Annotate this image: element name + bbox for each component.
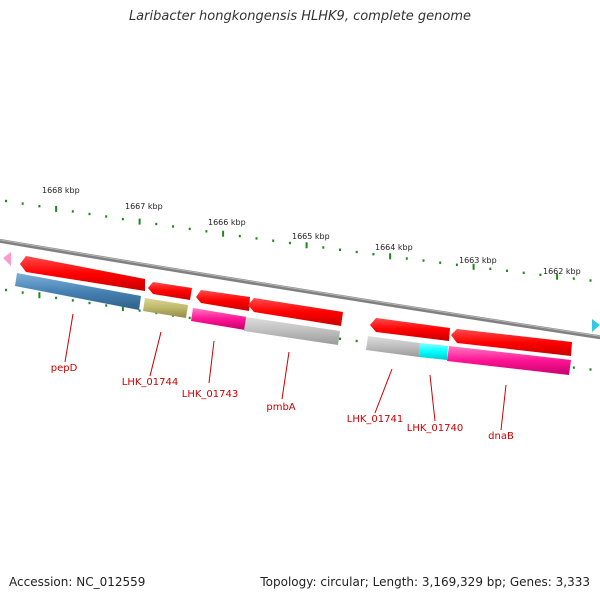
ruler-label: 1662 kbp [543, 267, 581, 276]
genome-backbone [0, 238, 600, 340]
label-leader [149, 331, 162, 377]
gene-bar[interactable] [447, 346, 571, 375]
ruler-label: 1667 kbp [125, 202, 163, 211]
gene-label-lhk01743[interactable]: LHK_01743 [182, 389, 238, 400]
ruler-ticks-upper [5, 199, 592, 282]
cds-arrow[interactable] [196, 290, 250, 311]
start-marker-icon[interactable] [3, 252, 11, 266]
gene-bar[interactable] [143, 298, 188, 318]
gene-label-lhk01740[interactable]: LHK_01740 [407, 423, 463, 434]
accession-text: Accession: NC_012559 [9, 575, 146, 589]
end-marker-icon[interactable] [592, 319, 600, 332]
gene-bar[interactable] [244, 317, 340, 345]
genome-summary-text: Topology: circular; Length: 3,169,329 bp… [260, 575, 590, 589]
ruler-label: 1666 kbp [208, 218, 246, 227]
cds-arrow[interactable] [20, 256, 145, 291]
ruler-label: 1664 kbp [375, 243, 413, 252]
gene-bar[interactable] [419, 343, 448, 360]
cds-arrow[interactable] [148, 282, 192, 300]
gene-label-pmbA[interactable]: pmbA [266, 402, 295, 413]
label-leader [64, 313, 74, 363]
gene-bar[interactable] [366, 336, 420, 357]
ruler-label: 1668 kbp [42, 186, 80, 195]
label-leader [281, 351, 290, 400]
label-leader [500, 384, 507, 431]
cds-arrow[interactable] [248, 298, 343, 326]
gene-bar[interactable] [15, 273, 141, 310]
ruler-label: 1665 kbp [292, 232, 330, 241]
gene-bar[interactable] [191, 308, 247, 330]
label-leader [374, 368, 393, 414]
gene-label-lhk01744[interactable]: LHK_01744 [122, 377, 178, 388]
gene-label-pepD[interactable]: pepD [51, 363, 78, 374]
label-leader [429, 374, 436, 422]
cds-arrow[interactable] [451, 329, 572, 356]
label-leader [208, 340, 215, 384]
map-title: Laribacter hongkongensis HLHK9, complete… [128, 9, 472, 24]
cds-arrow[interactable] [370, 318, 450, 341]
gene-label-dnaB[interactable]: dnaB [488, 431, 514, 442]
ruler-label: 1663 kbp [459, 256, 497, 265]
gene-label-lhk01741[interactable]: LHK_01741 [347, 414, 403, 425]
genome-backbone-highlight [0, 239, 600, 337]
